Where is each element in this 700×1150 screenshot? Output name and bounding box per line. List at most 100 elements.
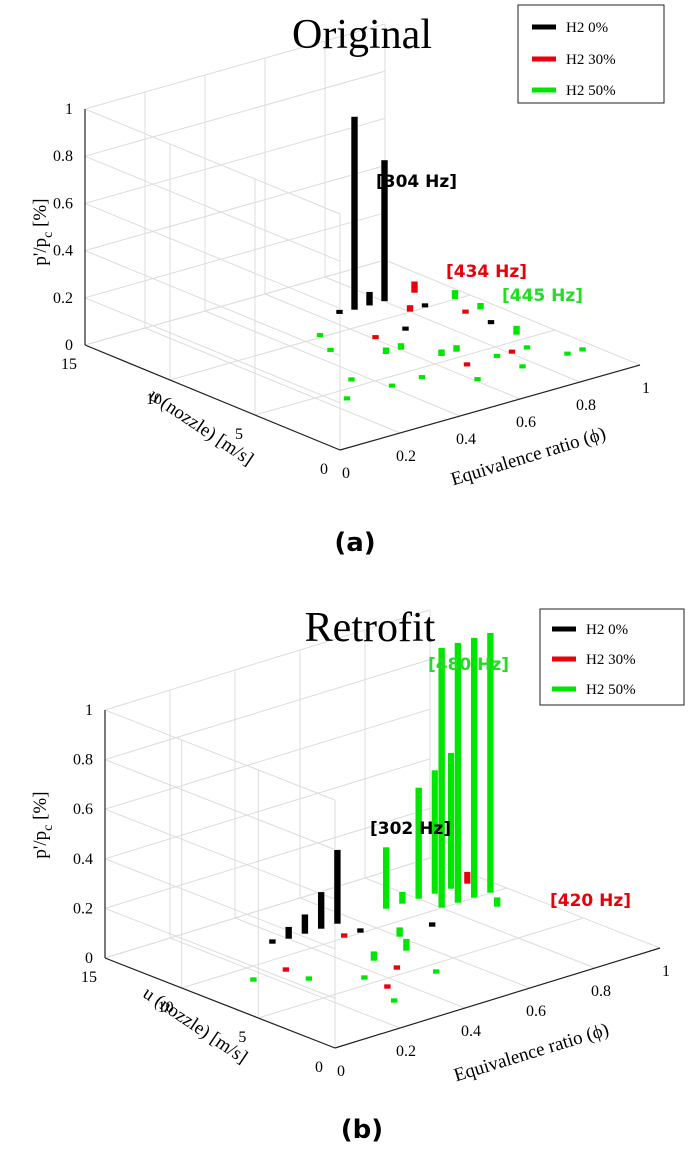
grid-line — [104, 659, 431, 761]
annotation-302hz: [302 Hz] — [370, 819, 451, 839]
grid-line — [104, 758, 431, 860]
y-axis-label: u (nozzle) [m/s] — [139, 983, 251, 1068]
x-tick-label: 0.2 — [396, 448, 416, 465]
bar — [365, 291, 374, 307]
x-tick-label: 0.6 — [516, 414, 536, 431]
y-axis-line — [104, 957, 336, 1049]
y-tick-label: 15 — [81, 969, 97, 986]
y-tick-label: 10 — [146, 391, 162, 408]
grid-line — [84, 297, 341, 404]
bar — [470, 637, 478, 899]
y-tick-label: 5 — [238, 1029, 246, 1046]
chart-title: Original — [292, 12, 432, 58]
bar — [382, 346, 390, 355]
bar — [380, 159, 389, 302]
bar — [343, 395, 351, 402]
z-tick-label: 1 — [85, 702, 93, 719]
bar — [414, 787, 423, 900]
bar — [451, 289, 459, 300]
y-tick-label: 15 — [61, 356, 77, 373]
grid-line — [104, 858, 336, 950]
bar — [395, 926, 404, 938]
chart-title: Retrofit — [305, 605, 436, 651]
z-axis-label: p'/pc [%] — [30, 791, 56, 858]
grid-line — [84, 155, 341, 262]
grid-line — [104, 907, 336, 999]
grid-line — [104, 708, 431, 810]
bar — [390, 997, 398, 1004]
z-tick-label: 0.8 — [53, 148, 73, 165]
bar — [437, 348, 446, 357]
z-tick-label: 0.8 — [73, 752, 93, 769]
grid-line — [84, 165, 386, 252]
y-tick-label: 0 — [315, 1059, 323, 1076]
legend: H2 0% H2 30% H2 50% — [517, 4, 665, 104]
grid-line — [84, 70, 386, 157]
bar — [402, 938, 411, 952]
bar — [563, 350, 572, 357]
z-tick-label: 0.6 — [53, 195, 73, 212]
bar — [523, 344, 531, 351]
bar — [249, 976, 258, 983]
bar — [518, 363, 527, 370]
axes-original — [84, 109, 641, 451]
x-tick-label: 1 — [642, 380, 650, 397]
bar — [432, 968, 440, 975]
bar — [317, 891, 325, 930]
grid-line — [104, 759, 336, 851]
bar — [401, 325, 410, 332]
bar — [476, 302, 485, 311]
z-tick-label: 0 — [85, 950, 93, 967]
bar — [284, 926, 293, 940]
annotation-445hz: [445 Hz] — [502, 286, 583, 306]
bar — [397, 342, 405, 351]
bar — [486, 632, 495, 894]
bar — [301, 913, 309, 935]
bar — [493, 353, 501, 359]
y-tick-label: 0 — [320, 461, 328, 478]
x-tick-label: 0.4 — [456, 431, 476, 448]
bar — [452, 344, 461, 353]
x-tick-label: 0 — [342, 465, 350, 482]
bar — [383, 983, 392, 990]
bar — [305, 975, 313, 982]
bars-retrofit — [249, 632, 501, 1004]
x-axis-line — [334, 947, 661, 1049]
axes-retrofit — [104, 710, 661, 1049]
bar — [463, 361, 471, 368]
bar — [578, 346, 587, 353]
grid-line — [84, 23, 386, 110]
x-tick-label: 0.6 — [526, 1003, 546, 1020]
bar — [463, 871, 472, 885]
grid-line — [84, 117, 386, 204]
z-axis-label: p'/pc [%] — [30, 198, 56, 265]
bar — [350, 116, 359, 311]
x-tick-label: 1 — [662, 963, 670, 980]
bar — [508, 348, 516, 355]
bar — [333, 849, 342, 925]
bar — [360, 974, 369, 981]
annotation-434hz: [434 Hz] — [446, 262, 527, 282]
bar — [437, 647, 446, 909]
x-axis-line — [339, 364, 641, 451]
bar — [371, 334, 380, 340]
grid-line — [254, 329, 556, 416]
z-tick-label: 0.6 — [73, 801, 93, 818]
grid-line — [104, 609, 431, 711]
grid-line — [384, 259, 641, 366]
z-tick-label: 0 — [65, 337, 73, 354]
panel-label-b: (b) — [341, 1115, 383, 1145]
x-tick-label: 0.8 — [576, 397, 596, 414]
bar — [410, 280, 419, 294]
annotation-304hz: [304 Hz] — [376, 172, 457, 192]
annotation-480hz: [480 Hz] — [428, 655, 509, 675]
bar — [398, 891, 407, 905]
grid-line — [104, 709, 336, 801]
grid-line — [84, 108, 341, 215]
bar — [335, 309, 344, 315]
bar — [428, 921, 436, 928]
bar — [316, 332, 324, 338]
grid-line — [84, 202, 341, 309]
